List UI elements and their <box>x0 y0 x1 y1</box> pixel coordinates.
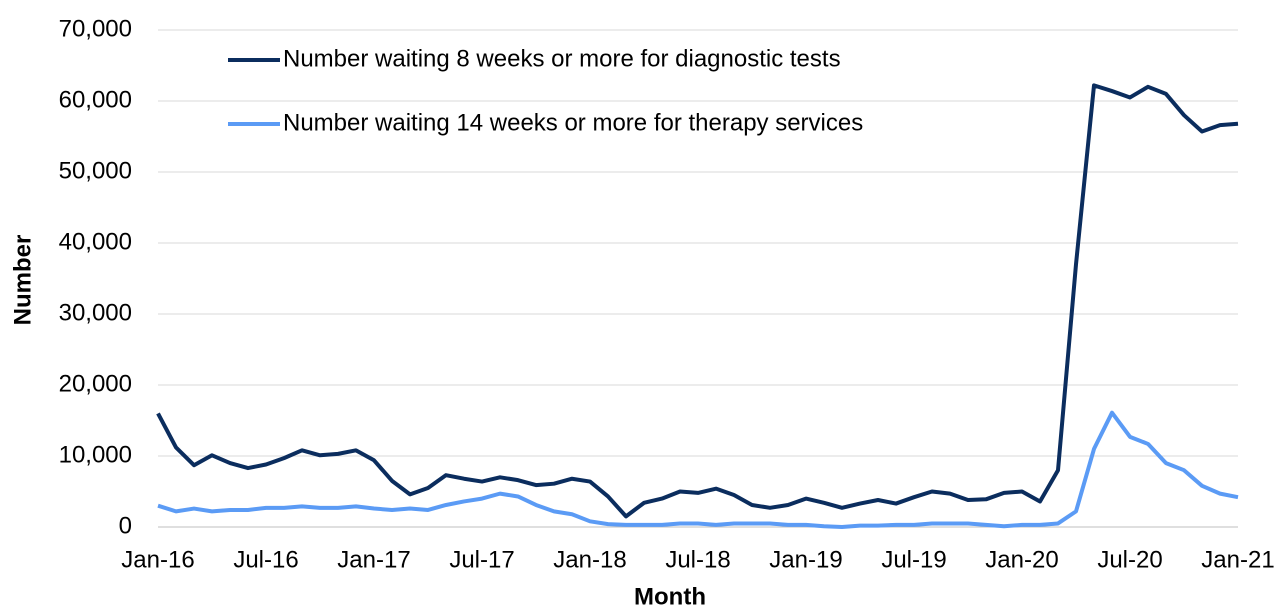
x-tick-label: Jul-18 <box>665 546 730 573</box>
x-tick-label: Jan-21 <box>1201 546 1274 573</box>
series-line <box>156 83 1239 519</box>
legend-label: Number waiting 14 weeks or more for ther… <box>283 109 863 136</box>
y-tick-label: 40,000 <box>59 228 132 255</box>
x-axis-label: Month <box>634 583 706 610</box>
x-tick-label: Jan-18 <box>553 546 626 573</box>
x-tick-label: Jul-17 <box>449 546 514 573</box>
y-tick-label: 30,000 <box>59 299 132 326</box>
x-tick-label: Jul-16 <box>233 546 298 573</box>
x-tick-label: Jan-20 <box>985 546 1058 573</box>
legend-label: Number waiting 8 weeks or more for diagn… <box>283 45 841 72</box>
x-tick-label: Jan-17 <box>337 546 410 573</box>
y-tick-label: 0 <box>119 512 132 539</box>
series-line <box>157 410 1239 529</box>
x-tick-label: Jan-16 <box>121 546 194 573</box>
y-tick-label: 20,000 <box>59 370 132 397</box>
y-tick-label: 70,000 <box>59 15 132 42</box>
x-tick-label: Jul-20 <box>1097 546 1162 573</box>
x-tick-label: Jul-19 <box>881 546 946 573</box>
y-tick-label: 60,000 <box>59 86 132 113</box>
y-tick-label: 10,000 <box>59 441 132 468</box>
y-tick-label: 50,000 <box>59 157 132 184</box>
x-tick-label: Jan-19 <box>769 546 842 573</box>
y-axis-label: Number <box>9 235 36 326</box>
